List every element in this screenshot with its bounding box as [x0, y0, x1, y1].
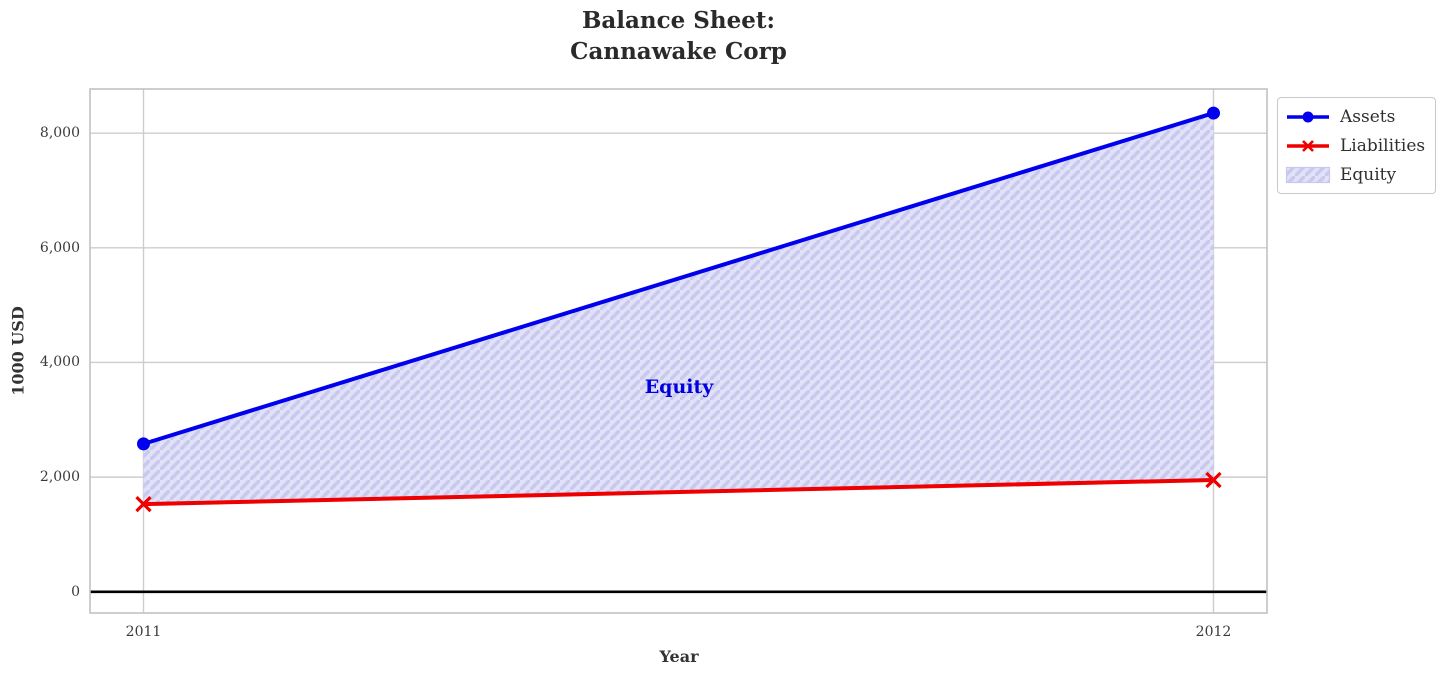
y-tick-label: 6,000 [39, 239, 80, 256]
chart-title: Balance Sheet: Cannawake Corp [90, 5, 1267, 67]
liabilities-line-icon [1287, 139, 1329, 152]
liabilities-marker [1205, 471, 1222, 489]
assets-marker [1207, 106, 1220, 120]
equity-area-annotation: Equity [644, 376, 714, 398]
legend-label-assets: Assets [1340, 106, 1396, 127]
assets-line-icon [1287, 111, 1329, 122]
x-tick-label: 2011 [125, 624, 162, 640]
x-tick-label: 2012 [1195, 624, 1232, 640]
assets-line [141, 111, 1216, 446]
y-axis-label: 1000 USD [8, 306, 28, 396]
legend-item-equity: Equity [1285, 161, 1425, 188]
legend-label-equity: Equity [1340, 164, 1397, 185]
y-tick-label: 8,000 [39, 125, 80, 142]
legend: Assets Liabilities Equity [1277, 97, 1437, 194]
x-axis-label: Year [659, 647, 699, 666]
legend-label-liabilities: Liabilities [1340, 135, 1426, 156]
chart-title-line-2: Cannawake Corp [570, 38, 787, 65]
equity-swatch-icon [1285, 166, 1331, 183]
equity-area [143, 113, 1214, 505]
y-tick-label: 2,000 [39, 469, 80, 486]
y-tick-label: 4,000 [39, 354, 80, 371]
liabilities-line [141, 477, 1216, 507]
assets-marker [137, 437, 150, 451]
liabilities-marker [135, 495, 152, 513]
legend-item-assets: Assets [1285, 103, 1425, 130]
y-tick-label: 0 [71, 583, 80, 600]
legend-item-liabilities: Liabilities [1285, 132, 1425, 159]
chart-title-line-1: Balance Sheet: [581, 7, 776, 34]
